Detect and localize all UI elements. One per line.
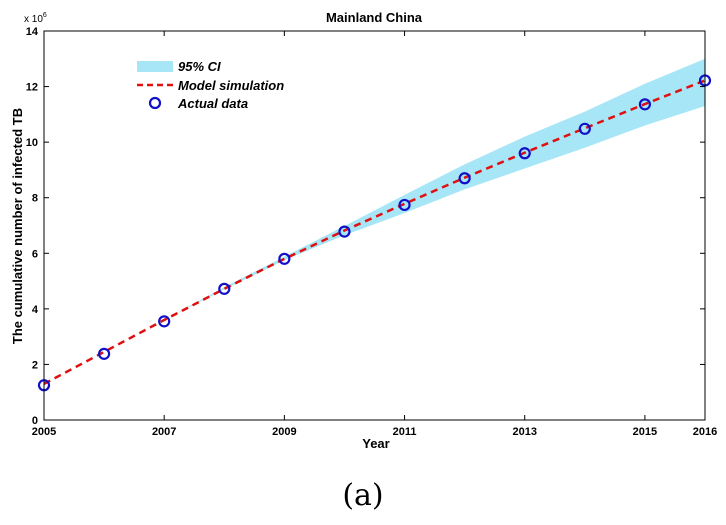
actual-data-point xyxy=(638,98,652,111)
chart: 2005 2007 2009 2011 2013 2015 201602468101214 … xyxy=(10,10,717,451)
actual-data-point xyxy=(398,198,411,212)
y-tick-label: 10 xyxy=(26,137,38,149)
x-tick-label: 2007 xyxy=(152,426,176,438)
legend-actual-marker xyxy=(148,96,162,110)
actual-data-point xyxy=(578,122,591,135)
y-tick-label: 0 xyxy=(32,415,38,427)
x-axis-label: Year xyxy=(362,436,389,451)
legend-ci-label: 95% CI xyxy=(178,59,221,74)
plot-area xyxy=(37,58,712,392)
x-tick-label: 2009 xyxy=(272,426,296,438)
axis-ticks: 2005 2007 2009 2011 2013 2015 2016 0 2 4 6 8 10 12 14 xyxy=(26,26,717,438)
y-tick-label: 2 xyxy=(32,359,38,371)
actual-data-point xyxy=(338,225,351,238)
model-simulation-line xyxy=(43,79,706,385)
y-tick-label: 4 xyxy=(32,304,39,316)
x-tick-label: 2011 xyxy=(393,426,417,438)
actual-data-point xyxy=(218,282,231,295)
actual-data-point xyxy=(458,172,471,185)
legend: 95% CI Model simulation Actual data xyxy=(137,59,284,111)
actual-data-point xyxy=(278,252,291,265)
actual-data-point xyxy=(97,347,111,360)
chart-title: Mainland China xyxy=(326,10,423,25)
legend-model-label: Model simulation xyxy=(178,78,284,93)
legend-actual-label: Actual data xyxy=(177,96,248,111)
y-tick-label: 8 xyxy=(32,193,38,205)
x-tick-label: 2005 xyxy=(32,426,56,438)
x-tick-label: 2015 xyxy=(633,426,657,438)
x-tick-label: 2016 xyxy=(693,426,717,438)
y-tick-label: 6 xyxy=(32,248,38,260)
legend-ci-swatch xyxy=(137,61,173,72)
y-exponent-label: x 106 xyxy=(24,12,47,25)
ci-band xyxy=(44,58,705,384)
y-tick-label: 14 xyxy=(26,26,39,38)
actual-data-point xyxy=(158,315,171,328)
axes-box xyxy=(43,30,706,421)
y-tick-label: 12 xyxy=(26,82,38,94)
x-tick-label: 2013 xyxy=(512,426,536,438)
actual-data-point xyxy=(518,147,531,160)
figure-caption: (a) xyxy=(342,478,384,513)
y-axis-label: The cumulative number of infected TB xyxy=(10,108,25,344)
